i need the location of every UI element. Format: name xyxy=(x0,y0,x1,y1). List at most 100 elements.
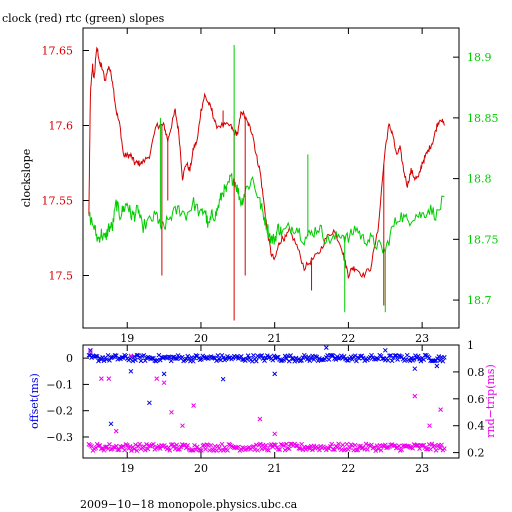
round-trip-outlier-point xyxy=(128,353,134,359)
offset-point xyxy=(314,354,320,360)
offset-point xyxy=(362,358,368,364)
round-trip-point xyxy=(221,448,226,453)
left-y-tick-label: 17.6 xyxy=(49,120,74,133)
offset-outlier-point xyxy=(88,347,93,353)
offset-point xyxy=(166,354,171,360)
round-trip-outlier-point xyxy=(180,423,185,429)
round-trip-point xyxy=(407,444,413,450)
offset-point xyxy=(142,358,148,364)
offset-point xyxy=(422,352,428,358)
offset-point xyxy=(307,358,313,364)
round-trip-point xyxy=(134,448,140,453)
offset-point xyxy=(112,353,118,358)
left-y-tick-label: 17.5 xyxy=(49,270,74,283)
round-trip-point xyxy=(392,443,398,448)
x-tick-label: 20 xyxy=(194,462,208,475)
offset-point xyxy=(116,356,122,361)
round-trip-point xyxy=(437,445,443,451)
offset-point xyxy=(215,353,221,358)
offset-point xyxy=(408,355,414,361)
round-trip-point xyxy=(433,448,439,453)
round-trip-point xyxy=(111,444,116,450)
offset-point xyxy=(168,358,174,364)
right-y-tick-label: 18.9 xyxy=(467,51,492,64)
round-trip-point xyxy=(167,448,173,453)
right-y-tick-label: 0.8 xyxy=(467,366,485,379)
right-y-tick-label: 0.2 xyxy=(467,447,485,460)
x-tick-label: 23 xyxy=(415,462,429,475)
round-trip-point xyxy=(151,441,156,447)
right-y-tick-label: 0.6 xyxy=(467,393,485,406)
bottom-right-axis: 0.2 0.4 0.6 0.8 1 xyxy=(453,339,485,460)
round-trip-point xyxy=(101,447,107,453)
offset-point xyxy=(210,355,215,360)
left-y-tick-label: 0 xyxy=(66,352,73,365)
round-trip-point xyxy=(355,447,361,453)
round-trip-point xyxy=(174,442,180,448)
offset-point xyxy=(418,358,424,364)
offset-point xyxy=(190,358,196,364)
round-trip-point xyxy=(190,448,196,453)
round-trip-point xyxy=(137,441,143,447)
round-trip-point xyxy=(371,444,377,450)
offset-point xyxy=(108,355,114,361)
chart-title: clock (red) rtc (green) slopes xyxy=(2,12,165,25)
round-trip-point xyxy=(273,442,278,448)
x-tick-label: 21 xyxy=(268,462,282,475)
offset-outlier-point xyxy=(128,368,134,374)
offset-point xyxy=(385,357,391,363)
round-trip-point xyxy=(124,442,130,448)
offset-outlier-point xyxy=(147,400,152,406)
round-trip-point xyxy=(378,447,384,453)
round-trip-point xyxy=(171,443,177,449)
offset-point xyxy=(262,358,267,363)
offset-point xyxy=(330,353,336,358)
offset-outlier-point xyxy=(272,371,278,377)
round-trip-point xyxy=(129,448,134,453)
offset-point xyxy=(174,356,180,362)
round-trip-point xyxy=(329,441,335,447)
offset-point xyxy=(137,354,143,360)
round-trip-point xyxy=(266,448,271,453)
round-trip-point xyxy=(384,445,389,451)
offset-outlier-point xyxy=(220,376,226,382)
round-trip-point xyxy=(178,444,184,450)
right-y-tick-label: 0.4 xyxy=(467,420,485,433)
offset-point xyxy=(278,358,284,363)
round-trip-point xyxy=(441,446,447,451)
round-trip-point xyxy=(336,441,341,447)
round-trip-outlier-point xyxy=(438,407,443,412)
round-trip-point xyxy=(103,444,108,450)
offset-outlier-point xyxy=(382,347,388,353)
offset-point xyxy=(162,354,167,360)
x-tick-label: 22 xyxy=(341,462,355,475)
offset-point xyxy=(131,354,137,359)
round-trip-point xyxy=(358,443,363,449)
offset-point xyxy=(104,357,110,362)
round-trip-point xyxy=(177,446,182,452)
offset-point xyxy=(219,352,225,358)
round-trip-point xyxy=(376,446,381,452)
round-trip-point xyxy=(189,447,195,453)
footer-text: 2009−10−18 monopole.physics.ubc.ca xyxy=(80,498,298,511)
top-series-group xyxy=(88,45,445,321)
round-trip-point xyxy=(203,446,208,452)
offset-point xyxy=(101,358,107,364)
top-y-label: clockslope xyxy=(20,149,33,207)
offset-point xyxy=(421,357,427,363)
offset-point xyxy=(245,353,251,358)
round-trip-outlier-point xyxy=(106,376,112,381)
offset-point xyxy=(93,354,99,359)
round-trip-point xyxy=(98,446,104,452)
round-trip-point xyxy=(281,443,287,449)
round-trip-point xyxy=(277,447,282,452)
offset-point xyxy=(293,355,299,361)
round-trip-point xyxy=(354,447,359,453)
round-trip-point xyxy=(282,447,288,453)
offset-point xyxy=(98,357,104,362)
offset-point xyxy=(186,355,192,361)
round-trip-point xyxy=(258,441,263,447)
offset-point xyxy=(221,355,226,361)
round-trip-point xyxy=(288,441,293,447)
offset-point xyxy=(170,354,175,360)
